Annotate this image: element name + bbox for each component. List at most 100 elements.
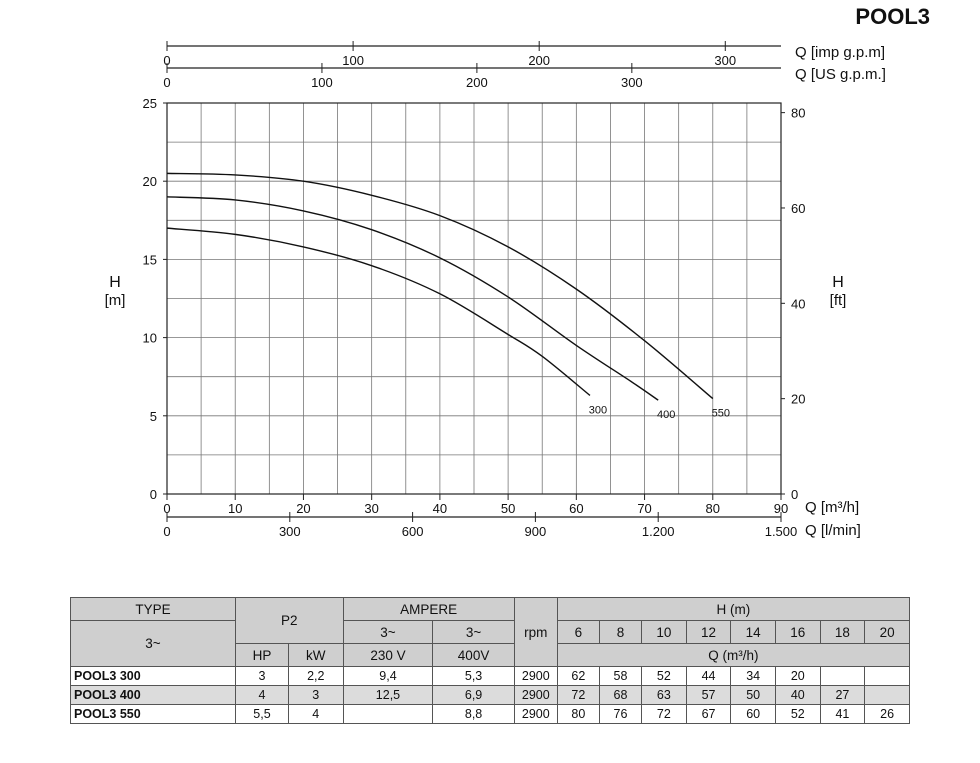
table-row: POOL3 550 5,5 4 8,8 2900 80 76 72 67 60 … xyxy=(70,704,910,724)
flow-cell: 50 xyxy=(730,685,776,705)
secondary-axis-tick-label: 900 xyxy=(525,524,547,539)
chart-series xyxy=(166,172,714,401)
flow-cell: 41 xyxy=(819,704,866,724)
x-tick-label: 10 xyxy=(228,501,242,516)
head-value: 18 xyxy=(819,620,866,644)
hp-cell: 3 xyxy=(235,666,289,686)
pump-spec-table: TYPE P2 AMPERE rpm H (m) 3~ 3~ 3~ 6 8 10… xyxy=(70,597,911,724)
flow-cell: 72 xyxy=(556,685,600,705)
amp-phase-400: 3~ xyxy=(432,620,515,644)
y-axis-label-right: H xyxy=(832,274,844,291)
hp-cell: 5,5 xyxy=(235,704,289,724)
a400-cell: 6,9 xyxy=(432,685,515,705)
secondary-axis-tick-label: 1.500 xyxy=(765,524,798,539)
type-cell: POOL3 400 xyxy=(70,685,236,705)
rpm-header: rpm xyxy=(513,597,558,667)
head-value: 20 xyxy=(864,620,910,644)
series-label-550: 550 xyxy=(712,408,730,420)
page-title: POOL3 xyxy=(855,4,930,29)
ampere-header: AMPERE xyxy=(342,597,515,621)
x-tick-label: 60 xyxy=(569,501,583,516)
series-label-300: 300 xyxy=(589,404,607,416)
secondary-axis-tick-label: 100 xyxy=(342,53,364,68)
hp-header: HP xyxy=(235,643,289,667)
x-tick-label: 40 xyxy=(433,501,447,516)
flow-cell xyxy=(819,666,866,686)
x-tick-label: 70 xyxy=(637,501,651,516)
flow-cell: 60 xyxy=(730,704,776,724)
chart-labels: 300 400 550 xyxy=(589,404,730,421)
amp-phase-230: 3~ xyxy=(342,620,434,644)
secondary-axis-tick-label: 300 xyxy=(714,53,736,68)
x-tick-label: 20 xyxy=(296,501,310,516)
y-tick-label: 25 xyxy=(143,96,157,111)
flow-cell: 44 xyxy=(685,666,732,686)
a400-cell: 5,3 xyxy=(432,666,515,686)
head-value: 10 xyxy=(641,620,687,644)
flow-cell: 58 xyxy=(598,666,643,686)
flow-cell: 57 xyxy=(685,685,732,705)
table-row: POOL3 400 4 3 12,5 6,9 2900 72 68 63 57 … xyxy=(70,685,910,705)
series-label-400: 400 xyxy=(657,409,675,421)
head-value: 16 xyxy=(774,620,821,644)
a230-cell xyxy=(342,704,434,724)
a230-cell: 9,4 xyxy=(342,666,434,686)
a400-cell: 8,8 xyxy=(432,704,515,724)
flow-cell: 63 xyxy=(641,685,687,705)
plot-frame xyxy=(166,102,782,495)
secondary-axis-tick-label: 0 xyxy=(163,524,170,539)
series-line-400 xyxy=(166,196,659,401)
flow-cell: 72 xyxy=(641,704,687,724)
secondary-axis-tick-label: 200 xyxy=(466,75,488,90)
y2-tick-label: 60 xyxy=(791,201,805,216)
flow-cell xyxy=(864,685,910,705)
x-tick-label: 30 xyxy=(364,501,378,516)
flow-cell: 52 xyxy=(774,704,821,724)
x-tick-label: 80 xyxy=(706,501,720,516)
secondary-axis-label: Q [US g.p.m.] xyxy=(795,66,886,83)
rpm-cell: 2900 xyxy=(513,666,558,686)
flow-cell: 62 xyxy=(556,666,600,686)
p2-header: P2 xyxy=(235,597,344,644)
flow-cell: 34 xyxy=(730,666,776,686)
y2-tick-label: 80 xyxy=(791,106,805,121)
secondary-axis-label: Q [l/min] xyxy=(805,522,861,539)
kw-cell: 4 xyxy=(287,704,344,724)
series-line-300 xyxy=(166,227,591,397)
flow-cell: 68 xyxy=(598,685,643,705)
v400-header: 400V xyxy=(432,643,515,667)
head-value: 8 xyxy=(598,620,643,644)
flow-cell xyxy=(864,666,910,686)
rpm-cell: 2900 xyxy=(513,704,558,724)
secondary-axis-tick-label: 300 xyxy=(621,75,643,90)
secondary-axis-tick-label: 600 xyxy=(402,524,424,539)
type-header: TYPE xyxy=(70,597,236,621)
flow-cell: 26 xyxy=(864,704,910,724)
head-value: 6 xyxy=(556,620,600,644)
y-axis-unit-right: [ft] xyxy=(830,292,847,309)
flow-cell: 27 xyxy=(819,685,866,705)
type-cell: POOL3 300 xyxy=(70,666,236,686)
a230-cell: 12,5 xyxy=(342,685,434,705)
secondary-axis-tick-label: 0 xyxy=(163,75,170,90)
x-tick-label: 90 xyxy=(774,501,788,516)
phase-label: 3~ xyxy=(70,620,236,667)
kw-cell: 3 xyxy=(287,685,344,705)
y2-tick-label: 40 xyxy=(791,296,805,311)
chart-grid xyxy=(166,102,782,495)
flow-cell: 40 xyxy=(774,685,821,705)
x-axis-label: Q [m³/h] xyxy=(805,499,859,516)
head-value: 14 xyxy=(730,620,776,644)
flow-cell: 80 xyxy=(556,704,600,724)
head-value: 12 xyxy=(685,620,732,644)
y2-tick-label: 20 xyxy=(791,392,805,407)
y-tick-label: 20 xyxy=(143,174,157,189)
type-cell: POOL3 550 xyxy=(70,704,236,724)
y2-tick-label: 0 xyxy=(791,487,798,502)
v230-header: 230 V xyxy=(342,643,434,667)
y-tick-label: 10 xyxy=(143,331,157,346)
secondary-axis-tick-label: 100 xyxy=(311,75,333,90)
secondary-axis-tick-label: 1.200 xyxy=(642,524,675,539)
